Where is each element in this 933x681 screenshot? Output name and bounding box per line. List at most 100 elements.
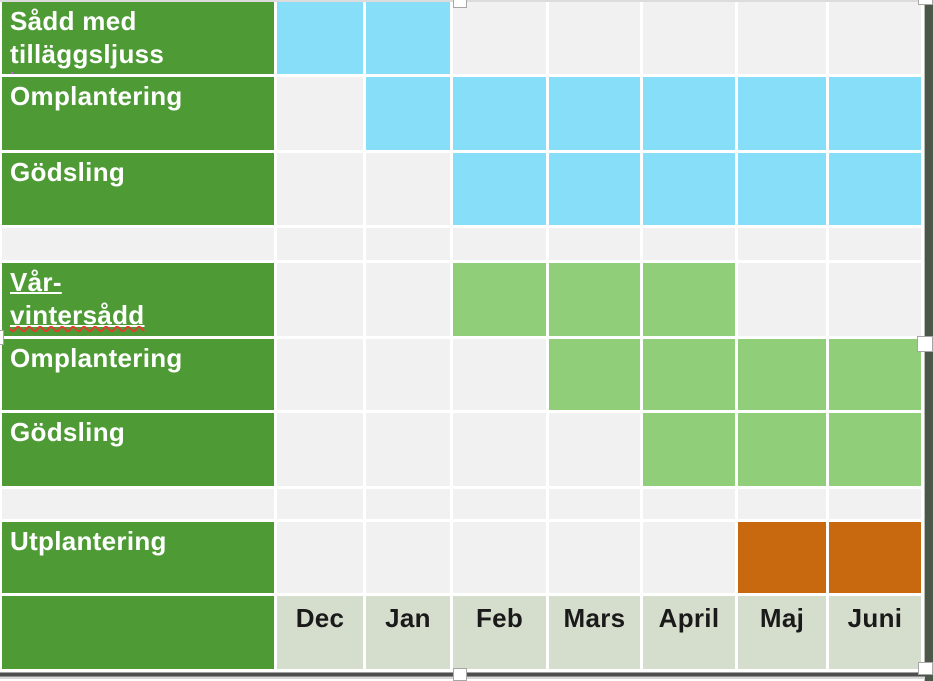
schedule-active-cell[interactable] [738,153,826,225]
month-label: Juni [847,603,903,633]
schedule-active-cell[interactable] [829,339,921,410]
schedule-empty-cell[interactable] [738,2,826,74]
text-caret [11,71,13,74]
schedule-empty-cell[interactable] [453,489,546,519]
schedule-empty-cell[interactable] [366,263,450,336]
selection-handle-bottom[interactable] [453,668,467,681]
row-label-cell[interactable]: Vår-vintersådd [2,263,274,336]
month-label: April [658,603,720,633]
schedule-active-cell[interactable] [549,339,640,410]
schedule-empty-cell[interactable] [453,413,546,486]
schedule-active-cell[interactable] [549,77,640,150]
month-header-cell[interactable]: Maj [738,596,826,669]
month-header-cell[interactable]: Feb [453,596,546,669]
row-label-cell[interactable]: Omplantering [2,339,274,410]
schedule-active-cell[interactable] [829,413,921,486]
schedule-empty-cell[interactable] [829,228,921,260]
schedule-empty-cell[interactable] [549,489,640,519]
schedule-empty-cell[interactable] [277,77,363,150]
schedule-empty-cell[interactable] [643,489,735,519]
schedule-empty-cell[interactable] [453,339,546,410]
month-label: Mars [563,603,626,633]
schedule-active-cell[interactable] [453,153,546,225]
row-label-text: Utplantering [10,526,167,556]
schedule-active-cell[interactable] [643,263,735,336]
schedule-active-cell[interactable] [366,2,450,74]
schedule-empty-cell[interactable] [277,489,363,519]
row-label-cell[interactable]: Gödsling [2,153,274,225]
misspelled-word: vintersådd [10,300,145,331]
schedule-active-cell[interactable] [738,77,826,150]
row-label-cell[interactable]: Sådd med tilläggsljuss [2,2,274,74]
schedule-active-cell[interactable] [643,339,735,410]
selection-handle-bottom-right[interactable] [918,662,933,675]
month-header-cell[interactable]: Dec [277,596,363,669]
schedule-active-cell[interactable] [829,522,921,593]
schedule-empty-cell[interactable] [549,522,640,593]
schedule-empty-cell[interactable] [277,263,363,336]
schedule-empty-cell[interactable] [738,489,826,519]
schedule-empty-cell[interactable] [277,413,363,486]
schedule-active-cell[interactable] [738,339,826,410]
schedule-active-cell[interactable] [829,153,921,225]
schedule-active-cell[interactable] [738,413,826,486]
schedule-empty-cell[interactable] [829,489,921,519]
schedule-empty-cell[interactable] [829,263,921,336]
schedule-empty-cell[interactable] [366,522,450,593]
schedule-active-cell[interactable] [643,77,735,150]
schedule-active-cell[interactable] [549,153,640,225]
row-label-text: Omplantering [10,343,183,373]
schedule-active-cell[interactable] [738,522,826,593]
month-label: Maj [759,603,805,633]
schedule-active-cell[interactable] [453,263,546,336]
schedule-empty-cell[interactable] [366,153,450,225]
schedule-empty-cell[interactable] [643,522,735,593]
schedule-empty-cell[interactable] [277,522,363,593]
planting-schedule-table[interactable]: Sådd med tilläggsljuss Omplantering Gödsli… [2,2,921,669]
selection-handle-right[interactable] [917,336,933,352]
schedule-active-cell[interactable] [277,2,363,74]
spacer-row-label-cell[interactable] [2,489,274,519]
row-label-text: Gödsling [10,157,126,187]
schedule-empty-cell[interactable] [366,489,450,519]
schedule-empty-cell[interactable] [643,2,735,74]
selection-handle-top-right[interactable] [918,0,933,5]
schedule-empty-cell[interactable] [549,413,640,486]
row-label-text: Vår-vintersådd [10,266,266,333]
schedule-empty-cell[interactable] [549,228,640,260]
row-label-text: Sådd med tilläggsljuss [10,6,165,70]
schedule-active-cell[interactable] [643,413,735,486]
selection-handle-left[interactable] [0,330,4,345]
schedule-empty-cell[interactable] [738,228,826,260]
schedule-empty-cell[interactable] [643,228,735,260]
schedule-empty-cell[interactable] [549,2,640,74]
spacer-row-label-cell[interactable] [2,228,274,260]
schedule-active-cell[interactable] [549,263,640,336]
schedule-empty-cell[interactable] [453,2,546,74]
schedule-empty-cell[interactable] [738,263,826,336]
month-header-cell[interactable]: Jan [366,596,450,669]
month-label: Jan [385,603,431,633]
schedule-empty-cell[interactable] [366,413,450,486]
schedule-empty-cell[interactable] [277,228,363,260]
row-label-cell[interactable]: Omplantering [2,77,274,150]
schedule-empty-cell[interactable] [366,339,450,410]
schedule-empty-cell[interactable] [277,153,363,225]
month-header-cell[interactable]: Juni [829,596,921,669]
schedule-empty-cell[interactable] [366,228,450,260]
row-label-cell[interactable]: Gödsling [2,413,274,486]
selection-handle-top[interactable] [453,0,467,8]
schedule-active-cell[interactable] [453,77,546,150]
schedule-active-cell[interactable] [643,153,735,225]
month-header-cell[interactable]: Mars [549,596,640,669]
schedule-empty-cell[interactable] [453,228,546,260]
schedule-empty-cell[interactable] [453,522,546,593]
row-label-cell[interactable]: Utplantering [2,522,274,593]
schedule-active-cell[interactable] [829,77,921,150]
schedule-empty-cell[interactable] [277,339,363,410]
corner-cell[interactable] [2,596,274,669]
month-header-cell[interactable]: April [643,596,735,669]
schedule-active-cell[interactable] [366,77,450,150]
row-label-text: Gödsling [10,417,126,447]
schedule-empty-cell[interactable] [829,2,921,74]
